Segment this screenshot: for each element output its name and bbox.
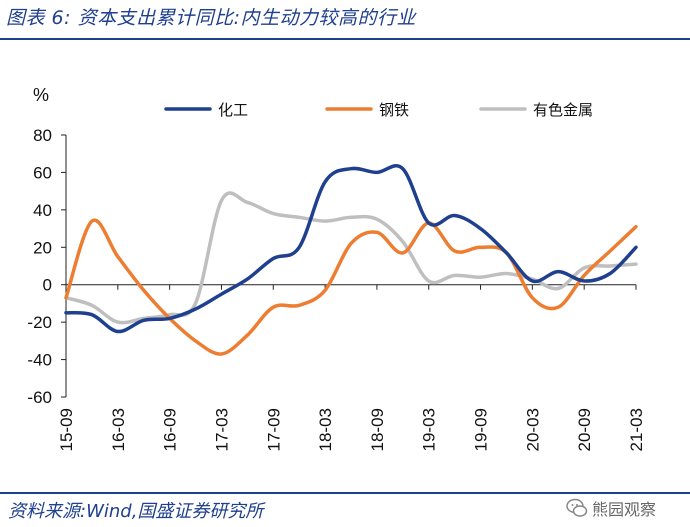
x-tick-label: 17-09 <box>264 408 283 451</box>
x-tick-label: 20-09 <box>575 408 594 451</box>
y-tick-label: 60 <box>33 163 52 182</box>
series-line-2 <box>64 218 638 356</box>
title-rule <box>0 38 690 40</box>
x-tick-label: 16-09 <box>161 408 180 451</box>
y-tick-label: -40 <box>27 351 52 370</box>
figure-title: 图表 6: 资本支出累计同比:内生动力较高的行业 <box>6 7 416 29</box>
x-tick-label: 17-03 <box>212 408 231 451</box>
x-tick-label: 21-03 <box>627 408 646 451</box>
legend-label: 化工 <box>218 101 248 119</box>
legend-label: 钢铁 <box>379 101 409 119</box>
y-tick-label: -20 <box>27 313 52 332</box>
x-tick-label: 18-03 <box>316 408 335 451</box>
y-tick-label: 40 <box>33 201 52 220</box>
legend-label: 有色金属 <box>533 101 593 119</box>
y-tick-label: -60 <box>27 388 52 407</box>
x-tick-label: 19-09 <box>472 408 491 451</box>
watermark-text: 熊园观察 <box>592 500 657 519</box>
source-rule <box>0 492 690 494</box>
y-tick-label: 80 <box>33 126 52 145</box>
x-tick-label: 19-03 <box>420 408 439 451</box>
series-line-3 <box>64 191 638 325</box>
x-tick-label: 15-09 <box>57 408 76 451</box>
wechat-icon <box>566 498 588 517</box>
line-chart: -60 -40 -20 0 20 40 60 80 15-09 16-03 16-09 17-03 17… <box>27 85 646 451</box>
x-tick-label: 20-03 <box>523 408 542 451</box>
y-tick-label: 20 <box>33 238 52 257</box>
x-tick-label: 16-03 <box>109 408 128 451</box>
y-tick-label: 0 <box>43 276 52 295</box>
figure-source: 资料来源:Wind,国盛证券研究所 <box>8 501 264 522</box>
watermark: 熊园观察 <box>566 496 656 520</box>
y-unit-label: % <box>33 85 49 105</box>
series-line-1 <box>64 164 638 334</box>
x-tick-label: 18-09 <box>368 408 387 451</box>
